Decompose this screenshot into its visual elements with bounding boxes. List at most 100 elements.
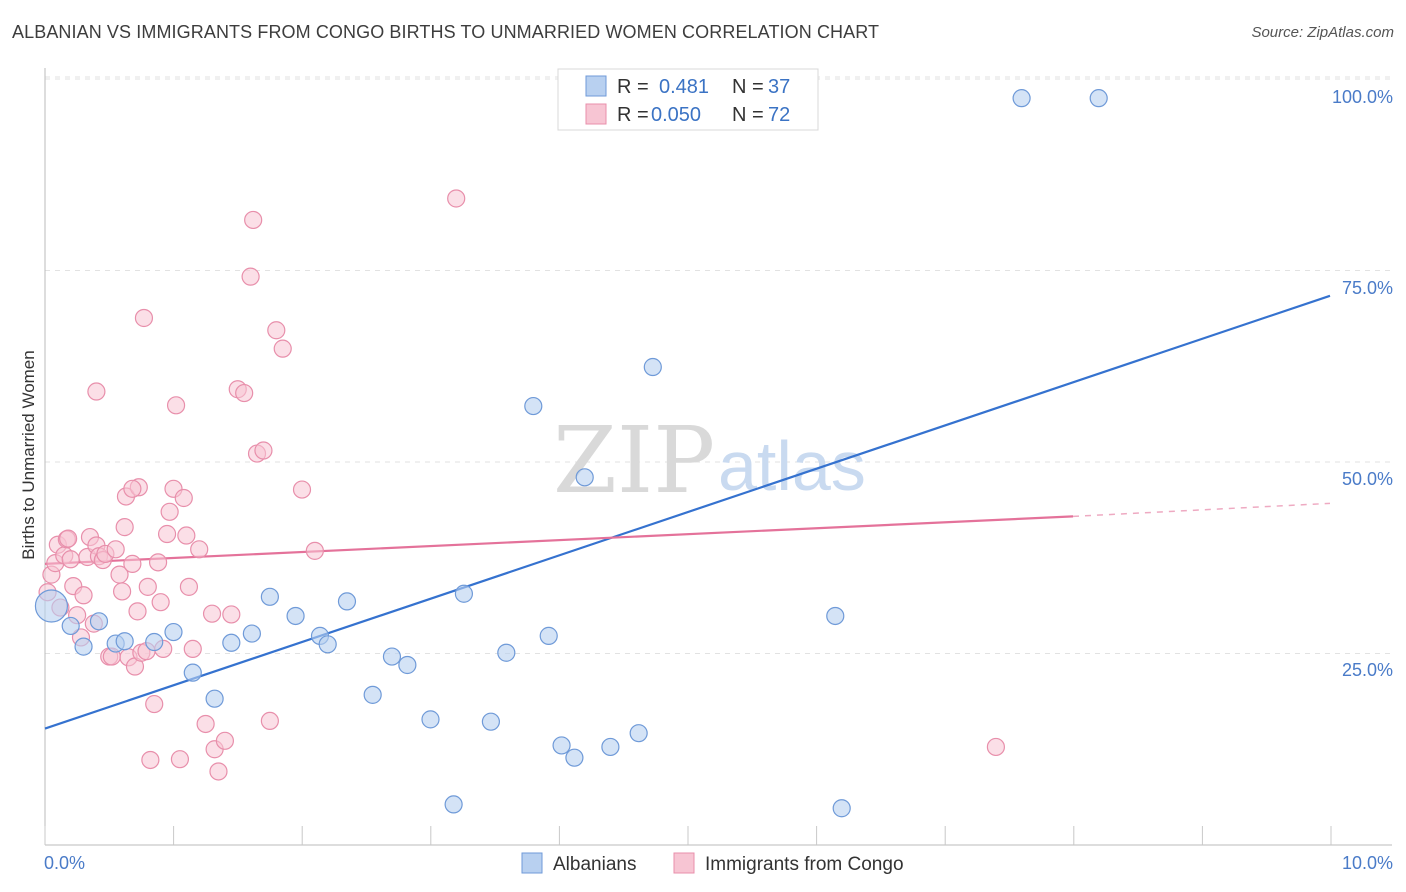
congo-point (202, 604, 222, 623)
y-tick-label-25: 25.0% (1342, 660, 1393, 680)
congo-point (74, 586, 93, 605)
congo-point (61, 550, 80, 569)
congo-point (151, 593, 170, 612)
albanian-point (575, 468, 594, 487)
albanian-point (382, 647, 402, 666)
albanian-point (74, 637, 93, 656)
bottom-legend-albanians: Albanians (553, 854, 636, 875)
legend-r-value-2: 0.050 (651, 104, 701, 126)
congo-point (128, 602, 147, 621)
congo-point (157, 524, 177, 544)
congo-point (115, 518, 134, 537)
congo-point (59, 529, 78, 548)
congo-point (244, 210, 263, 230)
legend-r-label-1: R = (617, 76, 649, 98)
albanian-point (524, 396, 543, 416)
albanian-point (164, 622, 183, 642)
watermark-atlas: atlas (718, 427, 866, 505)
albanian-point (363, 685, 382, 704)
congo-point (145, 694, 164, 714)
congo-point (196, 714, 215, 734)
congo-point (166, 396, 186, 415)
legend-n-label-1: N = (732, 76, 764, 98)
albanian-point (826, 606, 845, 626)
congo-point (179, 577, 199, 596)
y-tick-label-50: 50.0% (1342, 469, 1393, 489)
congo-point (190, 540, 209, 559)
legend-r-value-1: 0.481 (659, 76, 709, 98)
albanian-point (337, 592, 357, 611)
congo-point (235, 383, 254, 403)
albanian-point (1089, 89, 1108, 108)
series-legend: Albanians Immigrants from Congo (521, 852, 904, 875)
legend-swatch-blue (585, 75, 607, 97)
legend-n-label-2: N = (732, 104, 764, 126)
legend-n-value-1: 37 (768, 76, 790, 98)
albanian-point (565, 748, 584, 767)
bottom-legend-swatch-pink (673, 852, 695, 874)
watermark-zip: ZIP (553, 407, 715, 514)
congo-point (112, 582, 132, 601)
albanian-point (454, 584, 474, 603)
albanians-trend-line (44, 294, 1331, 730)
axes (44, 68, 1392, 846)
congo-point (160, 502, 179, 521)
correlation-legend: R = 0.481 N = 37 R = 0.050 N = 72 (557, 68, 819, 131)
source-label: Source: ZipAtlas.com (1251, 24, 1394, 41)
albanian-point (481, 712, 500, 731)
congo-point (106, 540, 125, 559)
congo-point (141, 750, 160, 770)
congo-point (292, 480, 312, 499)
albanian-point (61, 616, 80, 636)
congo-point (177, 526, 196, 545)
albanian-point (222, 633, 241, 652)
gridlines (45, 76, 1392, 654)
albanian-point (318, 635, 337, 654)
congo-point (170, 750, 190, 769)
albanian-point (643, 357, 662, 377)
congo-point (254, 441, 273, 460)
congo-point (148, 553, 168, 572)
bottom-legend-congo: Immigrants from Congo (705, 854, 904, 875)
congo-point (986, 737, 1006, 757)
y-axis-label: Births to Unmarried Women (19, 350, 38, 559)
albanian-point (115, 632, 134, 651)
congo-point (305, 541, 324, 560)
albanian-point (497, 643, 516, 662)
albanian-point (601, 737, 620, 757)
bottom-legend-swatch-blue (521, 852, 543, 874)
congo-point (87, 382, 106, 401)
albanian-point (145, 632, 164, 652)
albanian-point (260, 587, 279, 606)
tick-labels: 100.0% 75.0% 50.0% 25.0% 0.0% 10.0% (44, 87, 1393, 873)
x-tick-label-max: 10.0% (1342, 853, 1393, 873)
albanian-point (398, 655, 417, 675)
albanian-point (89, 612, 109, 631)
albanian-point (629, 724, 648, 743)
congo-trend-extension (1072, 502, 1331, 518)
albanian-point (444, 795, 463, 814)
albanian-points (34, 89, 1108, 818)
congo-point (138, 577, 157, 596)
congo-point (447, 189, 466, 208)
y-tick-label-75: 75.0% (1342, 278, 1393, 298)
albanian-point (832, 799, 851, 818)
congo-point (209, 762, 228, 781)
congo-points (38, 189, 1006, 781)
congo-point (260, 711, 279, 731)
congo-point (241, 267, 260, 286)
congo-point (123, 554, 142, 573)
albanian-point (552, 736, 571, 755)
y-tick-label-100: 100.0% (1332, 87, 1393, 107)
albanian-point (539, 626, 558, 645)
congo-point (267, 321, 286, 340)
congo-point (222, 605, 241, 624)
albanian-point (34, 589, 69, 623)
albanian-point (1012, 89, 1031, 108)
congo-trend-line (44, 515, 1074, 565)
albanian-point (205, 689, 224, 708)
albanian-point (242, 624, 261, 643)
legend-r-label-2: R = (617, 104, 649, 126)
legend-n-value-2: 72 (768, 104, 790, 126)
